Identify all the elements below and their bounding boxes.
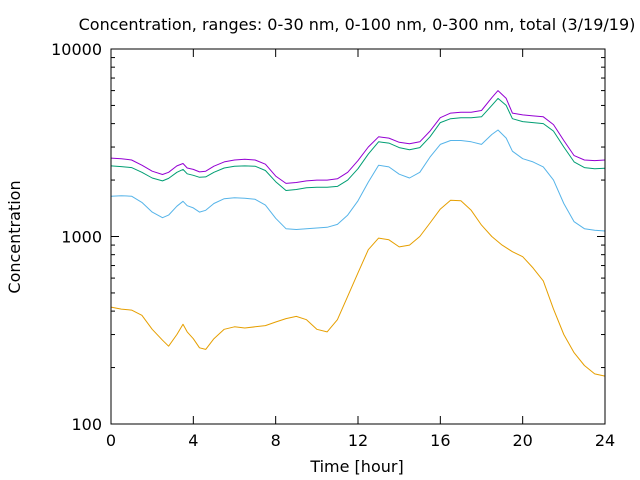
y-tick-label: 1000	[61, 228, 102, 247]
x-tick-label: 4	[188, 431, 198, 450]
series-line-1	[110, 199, 606, 377]
series-lines	[110, 90, 606, 377]
x-tick-label: 20	[512, 431, 532, 450]
x-axis-label: Time [hour]	[309, 457, 403, 476]
chart-title: Concentration, ranges: 0-30 nm, 0-100 nm…	[79, 15, 636, 34]
x-tick-label: 16	[430, 431, 450, 450]
series-line-4	[110, 90, 606, 184]
plot-frame	[110, 48, 606, 425]
x-tick-label: 8	[271, 431, 281, 450]
y-tick-label: 100	[71, 415, 102, 434]
x-tick-label: 12	[348, 431, 368, 450]
y-tick-label: 10000	[51, 40, 102, 59]
series-line-2	[110, 129, 606, 232]
x-tick-label: 24	[595, 431, 615, 450]
x-tick-label: 0	[106, 431, 116, 450]
series-line-3	[110, 97, 606, 191]
y-axis-label: Concentration	[5, 180, 24, 293]
axis-ticks: 0 4 8 12 16 20 24 100 1000 10000	[51, 40, 615, 450]
